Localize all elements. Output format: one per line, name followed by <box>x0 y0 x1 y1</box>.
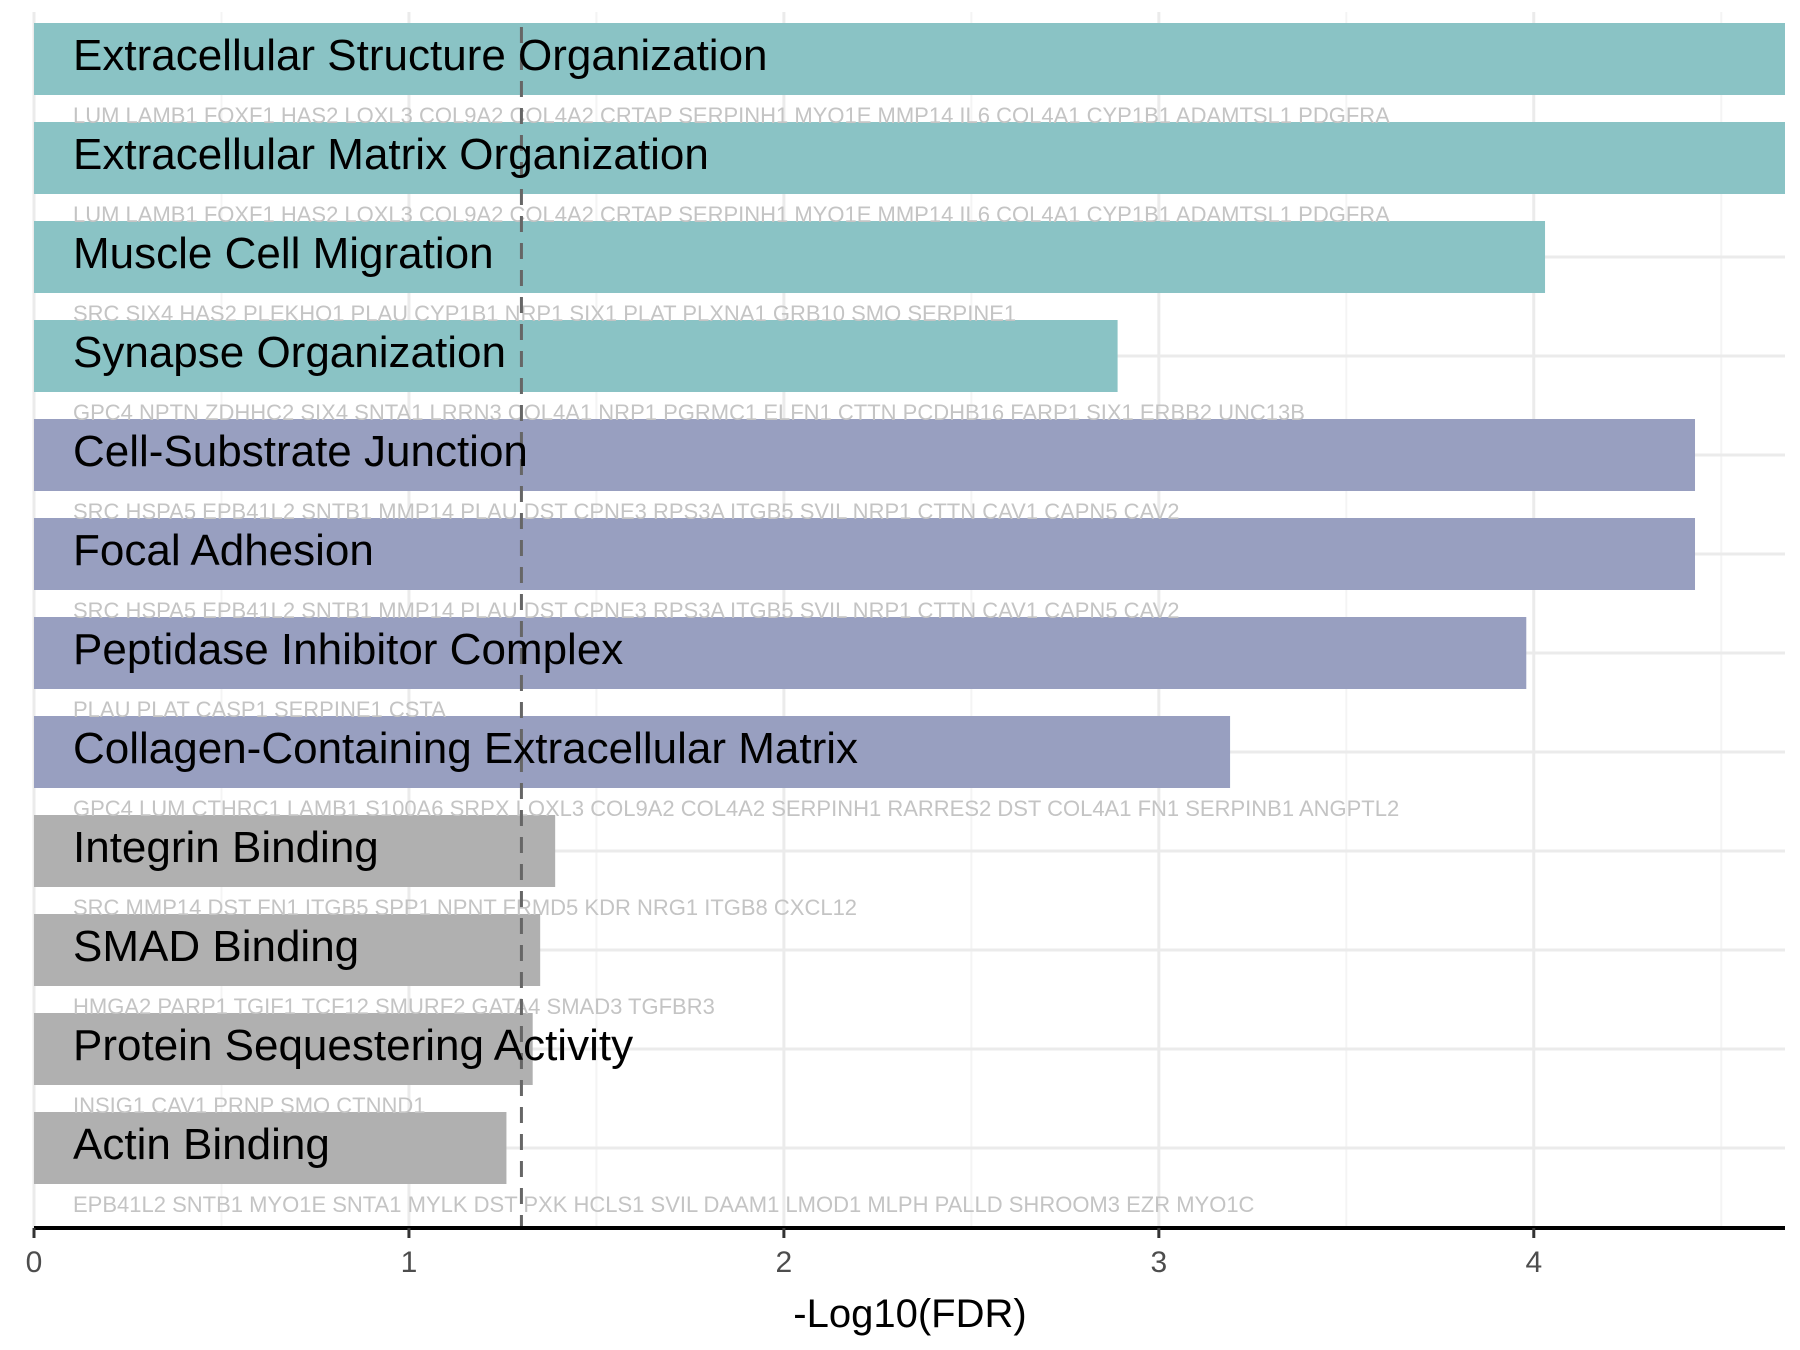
bar-4 <box>34 419 1696 491</box>
x-tick-label-4: 4 <box>1525 1246 1542 1279</box>
term-label-2: Muscle Cell Migration <box>73 229 494 278</box>
gene-label-5: SRC HSPA5 EPB41L2 SNTB1 MMP14 PLAU DST C… <box>73 598 1180 623</box>
x-axis-title: -Log10(FDR) <box>793 1292 1026 1336</box>
bar-10 <box>34 1013 533 1085</box>
bar-7 <box>34 716 1231 788</box>
term-labels: Extracellular Structure Organization Extr… <box>73 31 858 1169</box>
gene-label-9: HMGA2 PARP1 TGIF1 TCF12 SMURF2 GATA4 SMA… <box>73 994 715 1019</box>
gene-label-7: GPC4 LUM CTHRC1 LAMB1 S100A6 SRPX LOXL3 … <box>73 796 1399 821</box>
term-label-7: Collagen-Containing Extracellular Matrix <box>73 724 858 773</box>
x-tick-label-0: 0 <box>26 1246 43 1279</box>
term-label-3: Synapse Organization <box>73 328 506 377</box>
gene-label-6: PLAU PLAT CASP1 SERPINE1 CSTA <box>73 697 446 722</box>
term-label-5: Focal Adhesion <box>73 526 374 575</box>
gene-label-3: GPC4 NPTN ZDHHC2 SIX4 SNTA1 LRRN3 COL4A1… <box>73 400 1305 425</box>
term-label-9: SMAD Binding <box>73 922 359 971</box>
bar-1 <box>34 122 1785 194</box>
term-label-1: Extracellular Matrix Organization <box>73 130 709 179</box>
bar-3 <box>34 320 1118 392</box>
x-tick-label-1: 1 <box>401 1246 418 1279</box>
gene-label-4: SRC HSPA5 EPB41L2 SNTB1 MMP14 PLAU DST C… <box>73 499 1180 524</box>
term-label-11: Actin Binding <box>73 1120 330 1169</box>
gene-label-10: INSIG1 CAV1 PRNP SMO CTNND1 <box>73 1093 425 1118</box>
bars <box>34 23 1785 1184</box>
term-label-4: Cell-Substrate Junction <box>73 427 528 476</box>
gene-label-2: SRC SIX4 HAS2 PLEKHO1 PLAU CYP1B1 NRP1 S… <box>73 301 1016 326</box>
term-label-0: Extracellular Structure Organization <box>73 31 768 80</box>
gene-label-1: LUM LAMB1 FOXF1 HAS2 LOXL3 COL9A2 COL4A2… <box>73 202 1390 227</box>
gene-label-0: LUM LAMB1 FOXF1 HAS2 LOXL3 COL9A2 COL4A2… <box>73 103 1390 128</box>
gene-label-8: SRC MMP14 DST FN1 ITGB5 SPP1 NPNT FRMD5 … <box>73 895 857 920</box>
gene-labels: LUM LAMB1 FOXF1 HAS2 LOXL3 COL9A2 COL4A2… <box>73 103 1399 1217</box>
bar-8 <box>34 815 556 887</box>
term-label-10: Protein Sequestering Activity <box>73 1021 633 1070</box>
term-label-6: Peptidase Inhibitor Complex <box>73 625 623 674</box>
x-tick-label-3: 3 <box>1150 1246 1167 1279</box>
bar-9 <box>34 914 541 986</box>
x-tick-label-2: 2 <box>776 1246 793 1279</box>
gene-label-11: EPB41L2 SNTB1 MYO1E SNTA1 MYLK DST PXK H… <box>73 1192 1255 1217</box>
bar-2 <box>34 221 1546 293</box>
bar-0 <box>34 23 1785 95</box>
x-axis: 0 1 2 3 4 <box>26 1226 1785 1279</box>
bar-11 <box>34 1112 507 1184</box>
term-label-8: Integrin Binding <box>73 823 379 872</box>
bar-6 <box>34 617 1527 689</box>
bar-5 <box>34 518 1696 590</box>
